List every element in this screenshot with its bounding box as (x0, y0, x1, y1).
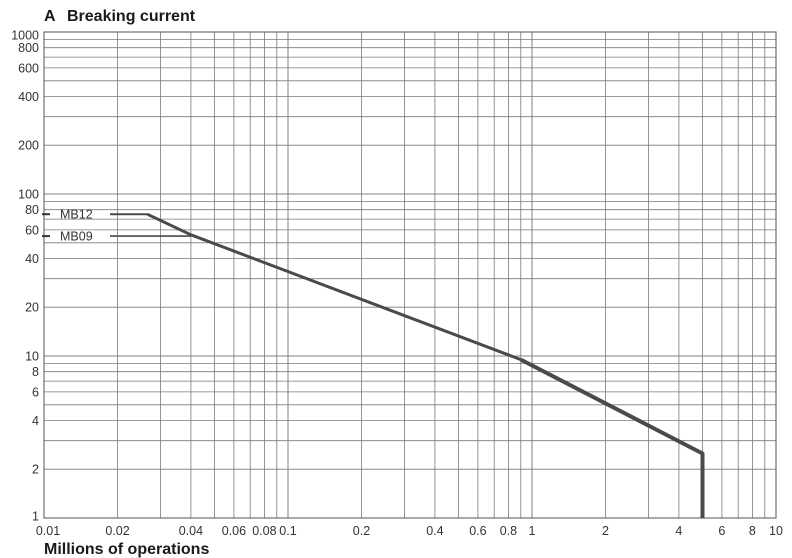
x-tick-label: 4 (675, 524, 682, 538)
y-tick-label: 400 (18, 90, 39, 104)
y-tick-label: 4 (32, 414, 39, 428)
x-tick-label: 0.6 (469, 524, 486, 538)
x-tick-label: 10 (769, 524, 783, 538)
x-tick-labels: 0.01 0.02 0.04 0.06 0.08 0.1 0.2 0.4 0.6 0.8 1 2 4 6 8… (36, 524, 783, 538)
x-tick-label: 0.04 (179, 524, 203, 538)
x-tick-label: 2 (602, 524, 609, 538)
grid-lines (43, 31, 777, 519)
x-tick-label: 6 (718, 524, 725, 538)
y-tick-label: 2 (32, 463, 39, 477)
x-tick-label: 0.08 (252, 524, 276, 538)
chart-title: Breaking current (67, 8, 196, 25)
x-tick-label: 0.02 (105, 524, 129, 538)
y-tick-label: 80 (25, 203, 39, 217)
y-tick-label: 1 (32, 510, 39, 524)
breaking-current-curve-lower (519, 357, 705, 518)
y-tick-label: 60 (25, 223, 39, 237)
y-tick-label: 8 (32, 365, 39, 379)
x-tick-label: 0.01 (36, 524, 60, 538)
breaking-current-curve-upper (146, 212, 522, 362)
x-tick-label: 1 (529, 524, 536, 538)
series-label: MB12 (60, 208, 93, 222)
y-tick-label: 10 (25, 350, 39, 364)
x-tick-label: 0.06 (222, 524, 246, 538)
y-tick-label: 20 (25, 301, 39, 315)
series-layer: MB12 MB09 (42, 208, 705, 518)
chart-title-group: A Breaking current (44, 8, 196, 25)
chart-title-prefix: A (44, 8, 56, 25)
series-label: MB09 (60, 230, 93, 244)
x-tick-label: 0.4 (426, 524, 443, 538)
x-tick-label: 0.2 (353, 524, 370, 538)
x-tick-label: 0.1 (279, 524, 296, 538)
y-tick-label: 800 (18, 41, 39, 55)
y-tick-label: 600 (18, 61, 39, 75)
y-tick-label: 100 (18, 188, 39, 202)
y-tick-label: 40 (25, 252, 39, 266)
x-tick-label: 8 (749, 524, 756, 538)
y-tick-label: 200 (18, 139, 39, 153)
y-tick-label: 6 (32, 385, 39, 399)
x-axis-label: Millions of operations (44, 541, 209, 558)
y-tick-label: 1000 (11, 29, 39, 43)
x-tick-label: 0.8 (500, 524, 517, 538)
plot-frame (43, 31, 777, 519)
